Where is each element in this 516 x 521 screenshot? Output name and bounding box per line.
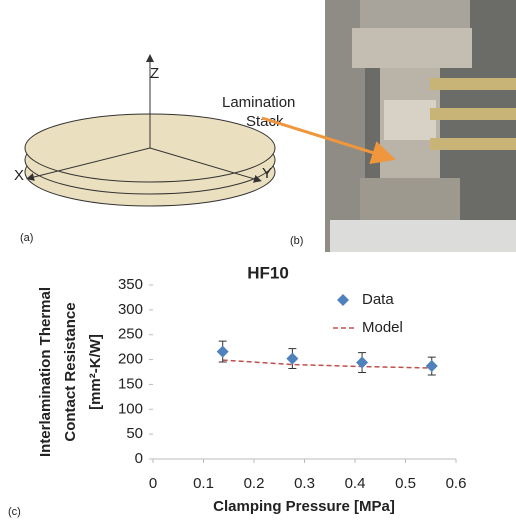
data-point [426,360,438,372]
y-axis-title: Interlamination Thermal [37,287,54,457]
y-axis-title: Contact Resistance [62,302,79,441]
y-tick-label: 200 [118,351,143,368]
chart-title: HF10 [247,263,289,282]
legend-label: Data [362,291,394,308]
model-line [223,360,432,368]
x-axis-title: Clamping Pressure [MPa] [213,498,395,515]
x-tick-label: 0.4 [345,475,366,492]
y-axis-title: [mm²-K/W] [87,334,104,410]
x-tick-label: 0.5 [395,475,416,492]
figure: Z X Y (a) Lamination Stack (b) (c) HF10 … [0,0,516,521]
axis-y: Y [262,165,272,182]
panel-label: (a) [20,232,33,244]
panel-label: (b) [290,235,303,247]
data-point [286,353,298,365]
callout-text: Stack [246,113,284,130]
data-point [217,346,229,358]
panel-label: (c) [8,506,21,518]
axis-x: X [14,167,24,184]
legend-label: Model [362,319,403,336]
y-tick-label: 250 [118,326,143,343]
x-tick-label: 0.3 [294,475,315,492]
x-tick-label: 0 [149,475,157,492]
y-tick-label: 50 [126,425,143,442]
legend-marker [337,294,349,306]
callout-text: Lamination [222,94,295,111]
y-tick-label: 350 [118,276,143,293]
data-point [356,357,368,369]
y-tick-label: 300 [118,301,143,318]
x-tick-label: 0.2 [244,475,265,492]
y-tick-label: 100 [118,400,143,417]
axis-z: Z [150,65,159,82]
x-tick-label: 0.1 [193,475,214,492]
photo [325,0,516,252]
y-tick-label: 0 [135,450,143,467]
x-tick-label: 0.6 [446,475,467,492]
y-tick-label: 150 [118,375,143,392]
